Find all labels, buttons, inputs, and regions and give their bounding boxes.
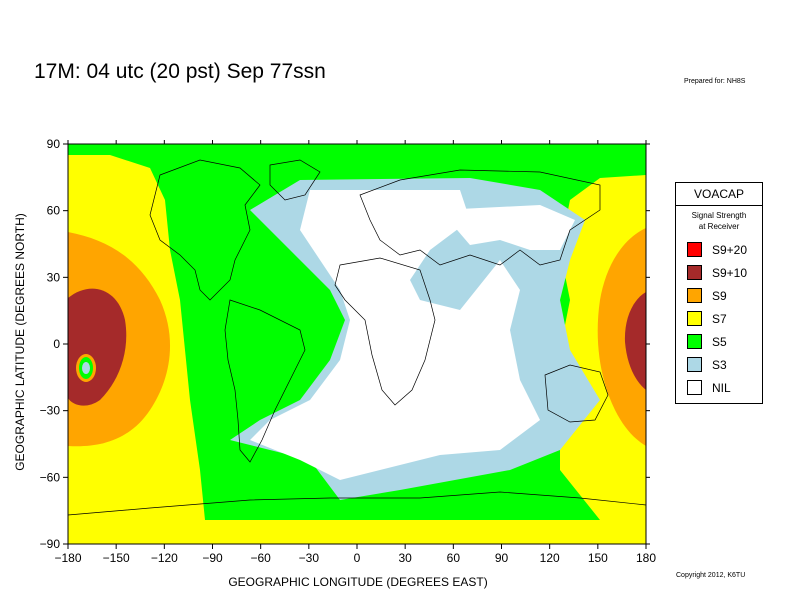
x-tick-label: −150 <box>103 551 130 565</box>
legend-item: S9 <box>676 284 762 307</box>
legend-subtitle: Signal Strength at Receiver <box>676 210 762 232</box>
legend-label: S9 <box>712 288 727 303</box>
legend-swatch <box>687 334 702 349</box>
coastline-africa <box>334 257 436 406</box>
legend-item: S3 <box>676 353 762 376</box>
legend-title: VOACAP <box>676 183 762 206</box>
x-tick-label: 90 <box>495 551 509 565</box>
y-tick-label: 90 <box>47 137 61 151</box>
coastline-north-america <box>149 159 261 301</box>
x-tick-label: 30 <box>398 551 412 565</box>
coastline-greenland <box>269 159 321 201</box>
legend-item: S9+20 <box>676 238 762 261</box>
x-tick-label: 0 <box>354 551 361 565</box>
y-tick-label: 60 <box>47 204 61 218</box>
nil-region-asia <box>440 205 575 250</box>
x-tick-label: 60 <box>447 551 461 565</box>
x-tick-label: 120 <box>540 551 560 565</box>
plot-area <box>67 144 647 544</box>
s7-region-south <box>68 520 646 544</box>
y-tick-label: 30 <box>47 270 61 284</box>
s9-region-east <box>597 228 646 446</box>
legend-item: S9+10 <box>676 261 762 284</box>
legend-swatch <box>687 265 702 280</box>
legend-swatch <box>687 288 702 303</box>
legend: VOACAP Signal Strength at Receiver S9+20… <box>675 182 763 404</box>
x-tick-label: 150 <box>588 551 608 565</box>
legend-label: S5 <box>712 334 727 349</box>
y-tick-label: 0 <box>53 337 60 351</box>
x-tick-label: −120 <box>151 551 178 565</box>
x-tick-label: −60 <box>250 551 271 565</box>
coastline-antarctica <box>67 491 647 516</box>
legend-items: S9+20 S9+10 S9 S7 S5 S3 NIL <box>676 238 762 399</box>
x-tick-label: −30 <box>299 551 320 565</box>
coastline-south-america <box>224 299 306 463</box>
coastline-australia <box>544 364 609 423</box>
legend-label: S7 <box>712 311 727 326</box>
legend-label: S9+20 <box>712 242 748 257</box>
map-title: 17M: 04 utc (20 pst) Sep 77ssn <box>34 60 326 83</box>
x-tick-label: −180 <box>54 551 81 565</box>
nil-region <box>250 190 540 480</box>
legend-swatch <box>687 380 702 395</box>
legend-swatch <box>687 242 702 257</box>
legend-label: S3 <box>712 357 727 372</box>
legend-swatch <box>687 357 702 372</box>
x-tick-label: −90 <box>202 551 223 565</box>
legend-label: S9+10 <box>712 265 748 280</box>
axis-ticks: −180 −150 −120 −90 −60 −30 0 30 60 90 120 150 180 90 6… <box>40 137 657 565</box>
legend-item: NIL <box>676 376 762 399</box>
prepared-for-label: Prepared for: NH8S <box>684 78 746 85</box>
y-axis-title: GEOGRAPHIC LATITUDE (DEGREES NORTH) <box>13 213 27 471</box>
legend-item: S5 <box>676 330 762 353</box>
copyright-label: Copyright 2012, K6TU <box>676 572 746 579</box>
x-tick-label: 180 <box>636 551 656 565</box>
y-tick-label: −90 <box>40 537 61 551</box>
x-axis-title: GEOGRAPHIC LONGITUDE (DEGREES EAST) <box>228 575 488 589</box>
y-tick-label: −30 <box>40 404 61 418</box>
y-tick-label: −60 <box>40 470 61 484</box>
legend-item: S7 <box>676 307 762 330</box>
legend-swatch <box>687 311 702 326</box>
legend-subtitle-line2: at Receiver <box>698 222 740 231</box>
legend-label: NIL <box>712 380 731 395</box>
legend-subtitle-line1: Signal Strength <box>691 211 747 220</box>
coastline-europe-asia <box>359 169 601 266</box>
coastlines <box>67 159 647 516</box>
s9plus10-region-east <box>624 292 646 390</box>
s3-ring-west <box>82 362 90 374</box>
